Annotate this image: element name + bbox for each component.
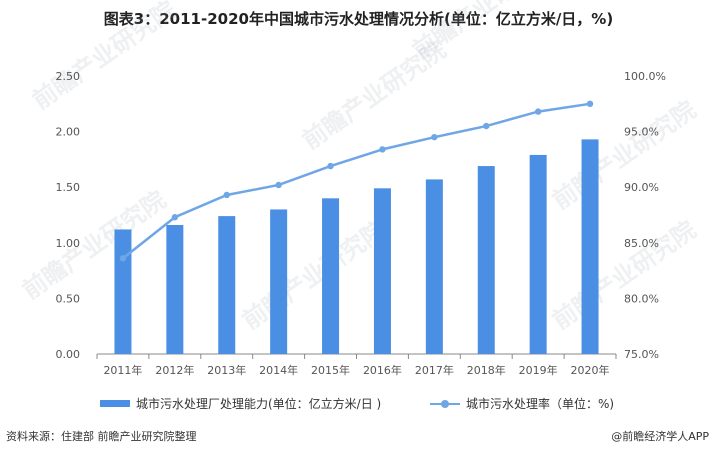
watermark-text: 前瞻产业研究院	[27, 0, 181, 115]
rate-point	[223, 191, 230, 199]
rate-point	[483, 122, 490, 130]
watermark-text: 前瞻产业研究院	[237, 216, 391, 335]
rate-point	[586, 100, 594, 108]
y-right-tick-label: 85.0%	[624, 237, 659, 250]
capacity-bar	[425, 179, 443, 354]
y-left-tick-label: 0.50	[56, 292, 81, 305]
x-tick-label: 2011年	[103, 363, 142, 377]
rate-point	[534, 108, 542, 115]
rate-point	[275, 181, 282, 189]
bars-layer	[114, 139, 599, 354]
legend-item-capacity: 城市污水处理厂处理能力(单位：亿立方米/日 )	[100, 395, 381, 412]
capacity-bar	[529, 154, 547, 354]
rate-point	[379, 146, 386, 153]
axes-layer	[96, 353, 617, 359]
labels-layer: 0.00 0.50 1.00 1.50 2.00 2.50 75.0% 80.0% 85.0% 9…	[56, 70, 666, 377]
watermark-text: 前瞻产业研究院	[407, 0, 561, 65]
rate-point	[431, 133, 438, 141]
rate-point	[119, 255, 127, 262]
rate-line	[122, 102, 591, 260]
chart-title: 图表3：2011-2020年中国城市污水处理情况分析(单位：亿立方米/日，%)	[103, 10, 614, 28]
y-right-tick-label: 75.0%	[624, 348, 659, 361]
rate-point	[327, 162, 334, 170]
capacity-bar	[218, 216, 236, 354]
x-tick-label: 2018年	[467, 363, 506, 377]
legend-bar-swatch	[100, 400, 130, 407]
y-left-tick-label: 0.00	[56, 348, 81, 361]
legend-bar-label: 城市污水处理厂处理能力(单位：亿立方米/日 )	[136, 397, 382, 411]
y-left-tick-label: 2.50	[56, 70, 81, 83]
x-tick-label: 2019年	[519, 363, 558, 377]
capacity-bar	[322, 198, 340, 354]
capacity-bar	[270, 209, 288, 354]
capacity-bar	[114, 229, 132, 354]
x-tick-label: 2013年	[207, 363, 246, 377]
footer-source: 资料来源：住建部 前瞻产业研究院整理	[6, 430, 197, 443]
y-left-tick-label: 2.00	[56, 126, 81, 139]
y-right-tick-label: 95.0%	[624, 126, 659, 139]
capacity-bar	[373, 188, 391, 354]
x-tick-label: 2014年	[259, 363, 298, 377]
capacity-bar	[477, 166, 495, 354]
legend-line-label: 城市污水处理率（单位：%)	[466, 397, 615, 411]
rate-point	[171, 214, 179, 221]
watermark-text: 前瞻产业研究院	[547, 216, 701, 335]
y-right-tick-label: 100.0%	[624, 70, 666, 83]
capacity-bar	[581, 139, 599, 354]
legend-item-rate: 城市污水处理率（单位：%)	[430, 395, 614, 412]
x-tick-label: 2015年	[311, 363, 350, 377]
line-layer	[119, 100, 594, 262]
watermark-text: 前瞻产业研究院	[17, 186, 171, 305]
legend-line-swatch	[430, 399, 460, 409]
y-right-tick-label: 80.0%	[624, 292, 659, 305]
y-left-tick-label: 1.00	[56, 237, 81, 250]
capacity-bar	[166, 225, 184, 354]
y-right-tick-label: 90.0%	[624, 181, 659, 194]
watermark-text: 前瞻产业研究院	[547, 96, 701, 215]
x-tick-label: 2020年	[571, 363, 610, 377]
x-tick-label: 2017年	[415, 363, 454, 377]
y-left-tick-label: 1.50	[56, 181, 81, 194]
footer-brand: @前瞻经济学人APP	[611, 430, 709, 443]
x-tick-label: 2012年	[155, 363, 194, 377]
x-tick-label: 2016年	[363, 363, 402, 377]
